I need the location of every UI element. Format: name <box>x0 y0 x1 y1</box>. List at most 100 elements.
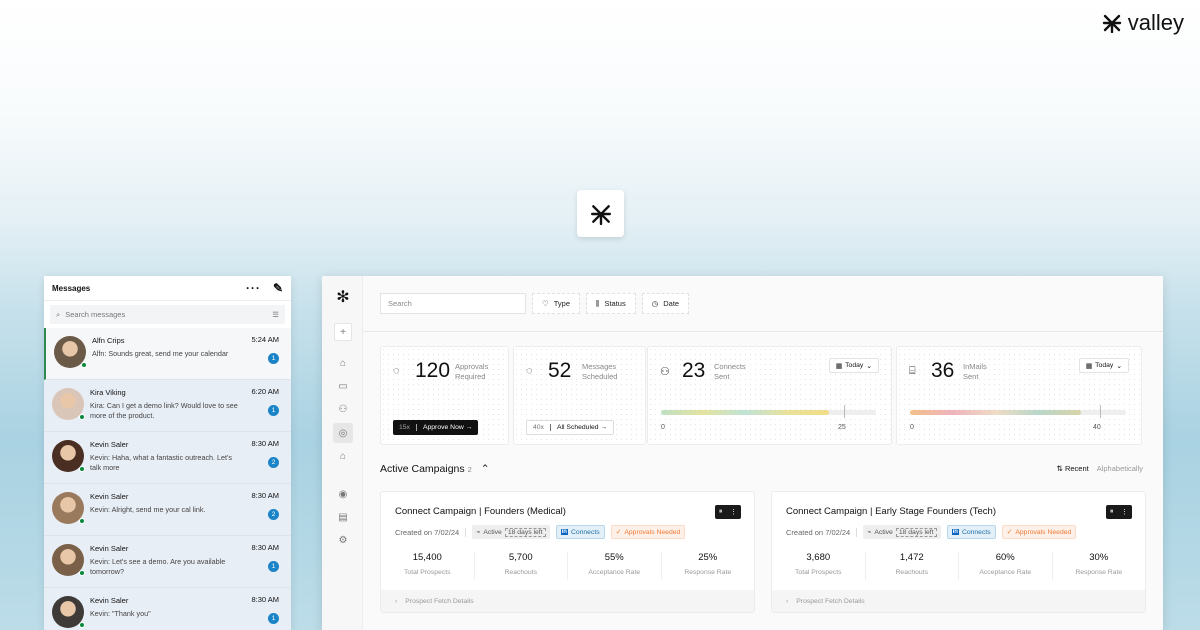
inbox-icon[interactable]: ▭ <box>338 380 348 392</box>
type-filter-button[interactable]: ♡ Type <box>532 293 580 314</box>
status-badge: ⌁ Active 18 days left <box>472 525 550 539</box>
mailbox-icon: ⌸ <box>909 365 916 377</box>
conversation-item[interactable]: Kevin Saler Kevin: Let's see a demo. Are … <box>44 536 291 588</box>
approve-now-button[interactable]: 15x Approve Now → <box>393 420 479 435</box>
avatar <box>52 544 85 576</box>
approvals-value: 120 <box>415 359 451 382</box>
conversation-item[interactable]: Alfn Crips Alfn: Sounds great, send me yo… <box>44 328 291 380</box>
campaign-stat: 5,700 Reachouts <box>475 552 568 580</box>
compose-icon[interactable]: ✎ <box>272 281 283 295</box>
brand-logo: valley <box>1102 10 1184 36</box>
more-vertical-icon: ⋮ <box>1121 509 1129 516</box>
eye-icon[interactable]: ◉ <box>338 488 348 500</box>
asterisk-logo-icon <box>590 204 611 225</box>
online-indicator <box>79 570 85 576</box>
unread-badge: 1 <box>268 353 279 364</box>
messages-title: Messages <box>52 283 91 293</box>
campaign-card[interactable]: Connect Campaign | Early Stage Founders … <box>771 491 1146 613</box>
check-icon: ✓ <box>1006 529 1013 536</box>
search-icon: ⌕ <box>56 309 61 319</box>
activity-icon: ⌁ <box>867 529 872 536</box>
chevron-down-icon: ⌄ <box>866 362 872 370</box>
active-campaigns-heading[interactable]: Active Campaigns 2 ⌃ <box>380 463 490 475</box>
calendar-icon: ▦ <box>1085 362 1093 370</box>
linkedin-icon: in <box>560 529 568 535</box>
campaign-stat: 3,680 Total Prospects <box>772 552 866 580</box>
unread-badge: 2 <box>268 509 279 520</box>
calendar-icon: ▦ <box>835 362 843 370</box>
channel-badge: in Connects <box>946 525 996 539</box>
campaign-stat: 55% Acceptance Rate <box>568 552 662 580</box>
chart-icon: ⫼ <box>596 298 600 308</box>
chevron-right-icon: › <box>395 597 398 605</box>
online-indicator <box>79 622 85 628</box>
avatar <box>54 336 87 368</box>
prospect-fetch-details-toggle[interactable]: › Prospect Fetch Details <box>772 590 1145 612</box>
all-scheduled-button[interactable]: 40x All Scheduled → <box>526 420 615 435</box>
status-badge: ⌁ Active 18 days left <box>863 525 941 539</box>
pause-icon: ⏸ <box>1109 508 1114 515</box>
approvals-badge: ✓ Approvals Needed <box>1001 525 1077 539</box>
period-dropdown[interactable]: ▦ Today ⌄ <box>1078 358 1129 373</box>
chevron-down-icon: ⌄ <box>1116 362 1122 370</box>
inmails-card: ⌸ 36 InMails Sent ▦ Today ⌄ 0 40 <box>896 346 1142 445</box>
check-icon: ✓ <box>615 529 622 536</box>
status-filter-button[interactable]: ⫼ Status <box>586 293 636 314</box>
conversation-item[interactable]: Kevin Saler Kevin: Alright, send me your … <box>44 484 291 536</box>
avatar <box>52 388 85 420</box>
sort-recent-button[interactable]: ⇅ Recent <box>1056 464 1089 473</box>
online-indicator <box>81 362 87 368</box>
document-icon[interactable]: ▤ <box>338 511 348 523</box>
filter-toolbar: Search ♡ Type ⫼ Status ◷ Date <box>363 276 1163 332</box>
conversation-item[interactable]: Kira Viking Kira: Can I get a demo link? … <box>44 380 291 432</box>
campaign-stat: 15,400 Total Prospects <box>381 552 475 580</box>
chat-icon: ◌ <box>393 365 400 377</box>
sidebar: ✻ + ⌂ ▭ ⚇ ◎ ⌂ ◉ ▤ ⚙ <box>322 276 363 630</box>
period-dropdown[interactable]: ▦ Today ⌄ <box>828 358 879 373</box>
campaign-menu-button[interactable]: ⏸ ⋮ <box>1106 505 1132 519</box>
campaign-stat: 25% Response Rate <box>684 552 732 576</box>
campaign-menu-button[interactable]: ⏸ ⋮ <box>715 505 741 519</box>
campaign-stat: 60% Acceptance Rate <box>959 552 1053 580</box>
prospect-fetch-details-toggle[interactable]: › Prospect Fetch Details <box>381 590 754 612</box>
unread-badge: 1 <box>268 613 279 624</box>
chevron-right-icon: › <box>786 597 789 605</box>
online-indicator <box>79 518 85 524</box>
conversation-item[interactable]: Kevin Saler Kevin: "Thank you" 8:30 AM 1 <box>44 588 291 630</box>
campaign-stat: 1,472 Reachouts <box>866 552 959 580</box>
brand-name: valley <box>1127 10 1184 35</box>
date-filter-button[interactable]: ◷ Date <box>641 293 690 314</box>
filter-icon[interactable]: ☰ <box>272 310 279 319</box>
asterisk-logo-icon <box>1102 14 1121 33</box>
dashboard-window: ✻ + ⌂ ▭ ⚇ ◎ ⌂ ◉ ▤ ⚙ Search ♡ Type ⫼ Status… <box>322 276 1163 630</box>
people-icon[interactable]: ⚇ <box>338 403 348 415</box>
search-input[interactable]: Search <box>380 293 526 314</box>
new-button[interactable]: + <box>334 323 352 341</box>
approvals-card: ◌ 120 Approvals Required 15x Approve Now → <box>380 346 509 445</box>
online-indicator <box>79 466 85 472</box>
avatar <box>52 492 85 524</box>
home-icon[interactable]: ⌂ <box>339 357 347 369</box>
campaign-card[interactable]: Connect Campaign | Founders (Medical) ⏸ ⋮… <box>380 491 755 613</box>
avatar <box>52 440 85 472</box>
chevron-up-icon: ⌃ <box>480 463 490 475</box>
search-messages-input[interactable]: ⌕ Search messages ☰ <box>50 305 285 324</box>
unread-badge: 2 <box>268 457 279 468</box>
campaign-stat: 30% Response Rate <box>1075 552 1123 576</box>
target-icon[interactable]: ◎ <box>333 423 353 443</box>
more-icon[interactable]: ··· <box>245 281 261 295</box>
tag-icon: ♡ <box>542 299 549 308</box>
scheduled-value: 52 <box>548 359 572 382</box>
messages-panel: Messages ··· ✎ ⌕ Search messages ☰ Alfn Cr… <box>44 276 291 630</box>
more-vertical-icon: ⋮ <box>730 509 738 516</box>
inmails-progress <box>910 405 1126 418</box>
conversation-item[interactable]: Kevin Saler Kevin: Haha, what a fantastic… <box>44 432 291 484</box>
unread-badge: 1 <box>268 405 279 416</box>
sort-alpha-button[interactable]: Alphabetically <box>1096 464 1143 473</box>
clock-icon: ◷ <box>651 299 659 308</box>
activity-icon: ⌁ <box>476 529 481 536</box>
home-settings-icon[interactable]: ⌂ <box>339 450 347 462</box>
chat-schedule-icon: ◌ <box>526 365 533 377</box>
settings-icon[interactable]: ⚙ <box>338 534 348 546</box>
linkedin-icon: in <box>951 529 959 535</box>
